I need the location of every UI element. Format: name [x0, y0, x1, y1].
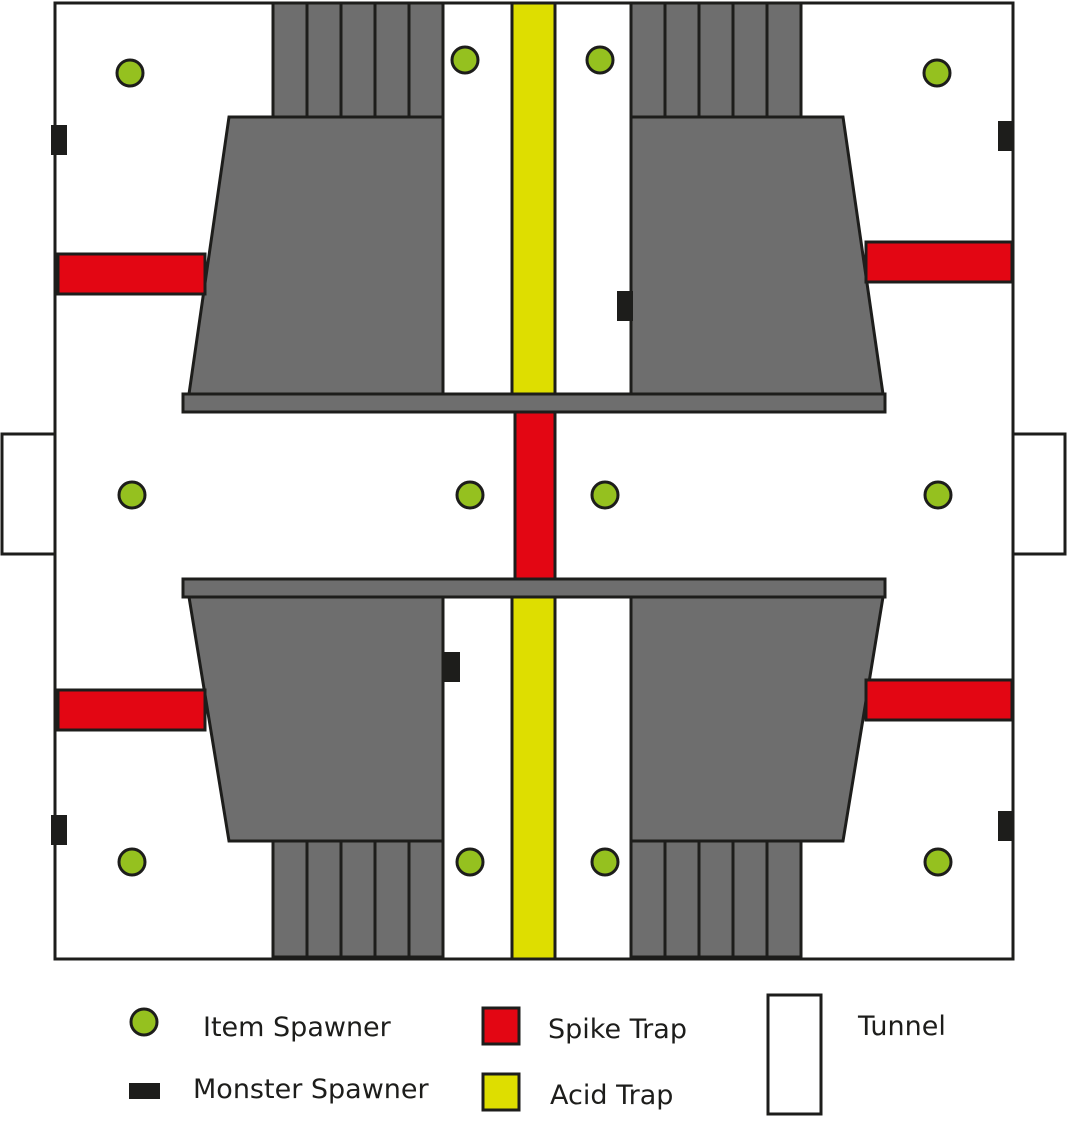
legend-item-spawner-label: Item Spawner [203, 1012, 392, 1043]
acid-trap-top [510, 1, 557, 397]
monster-spawner-center-top [617, 291, 633, 321]
monster-spawner-right-top [998, 121, 1014, 151]
spike-trap-top-right [864, 240, 1014, 284]
platform-bottom-right [629, 595, 885, 843]
item-spawner [585, 45, 615, 75]
item-spawner [923, 480, 953, 510]
tunnel-right [1010, 432, 1067, 556]
legend: Item Spawner Monster Spawner Spike Trap … [129, 993, 946, 1116]
tunnel-left [0, 432, 58, 556]
item-spawner [117, 480, 147, 510]
wall-upper [181, 392, 887, 414]
wall-lower [181, 577, 887, 599]
monster-spawner-left-top [51, 125, 67, 155]
spike-trap-center [513, 410, 557, 581]
monster-spawner-left-bottom [51, 815, 67, 845]
item-spawner [117, 847, 147, 877]
stairs-top-left [271, 1, 445, 119]
item-spawner [590, 480, 620, 510]
item-spawner [923, 847, 953, 877]
item-spawner [455, 480, 485, 510]
item-spawner [115, 58, 145, 88]
legend-monster-spawner-label: Monster Spawner [193, 1074, 430, 1105]
spike-trap-bottom-left [56, 688, 207, 732]
legend-acid-trap-label: Acid Trap [550, 1080, 673, 1111]
spike-trap-top-left [56, 252, 207, 296]
stairs-top-right [629, 1, 803, 119]
legend-item-spawner-icon [129, 1007, 159, 1037]
legend-monster-spawner-icon [129, 1083, 160, 1099]
item-spawner [590, 847, 620, 877]
stairs-bottom-right [629, 839, 803, 959]
platform-bottom-left [187, 595, 445, 843]
stairs-bottom-left [271, 839, 445, 959]
spike-trap-bottom-right [864, 678, 1014, 722]
legend-spike-trap-icon [481, 1006, 521, 1046]
legend-acid-trap-icon [481, 1072, 521, 1112]
monster-spawner-center-bottom [442, 652, 460, 682]
legend-tunnel-icon [766, 993, 823, 1116]
monster-spawner-right-bottom [998, 811, 1014, 841]
item-spawner [922, 58, 952, 88]
platform-top-left [187, 115, 445, 396]
legend-spike-trap-label: Spike Trap [548, 1014, 687, 1045]
item-spawner [455, 847, 485, 877]
legend-tunnel-label: Tunnel [857, 1011, 946, 1042]
platform-top-right [629, 115, 885, 396]
item-spawner [450, 45, 480, 75]
acid-trap-bottom [510, 595, 557, 961]
